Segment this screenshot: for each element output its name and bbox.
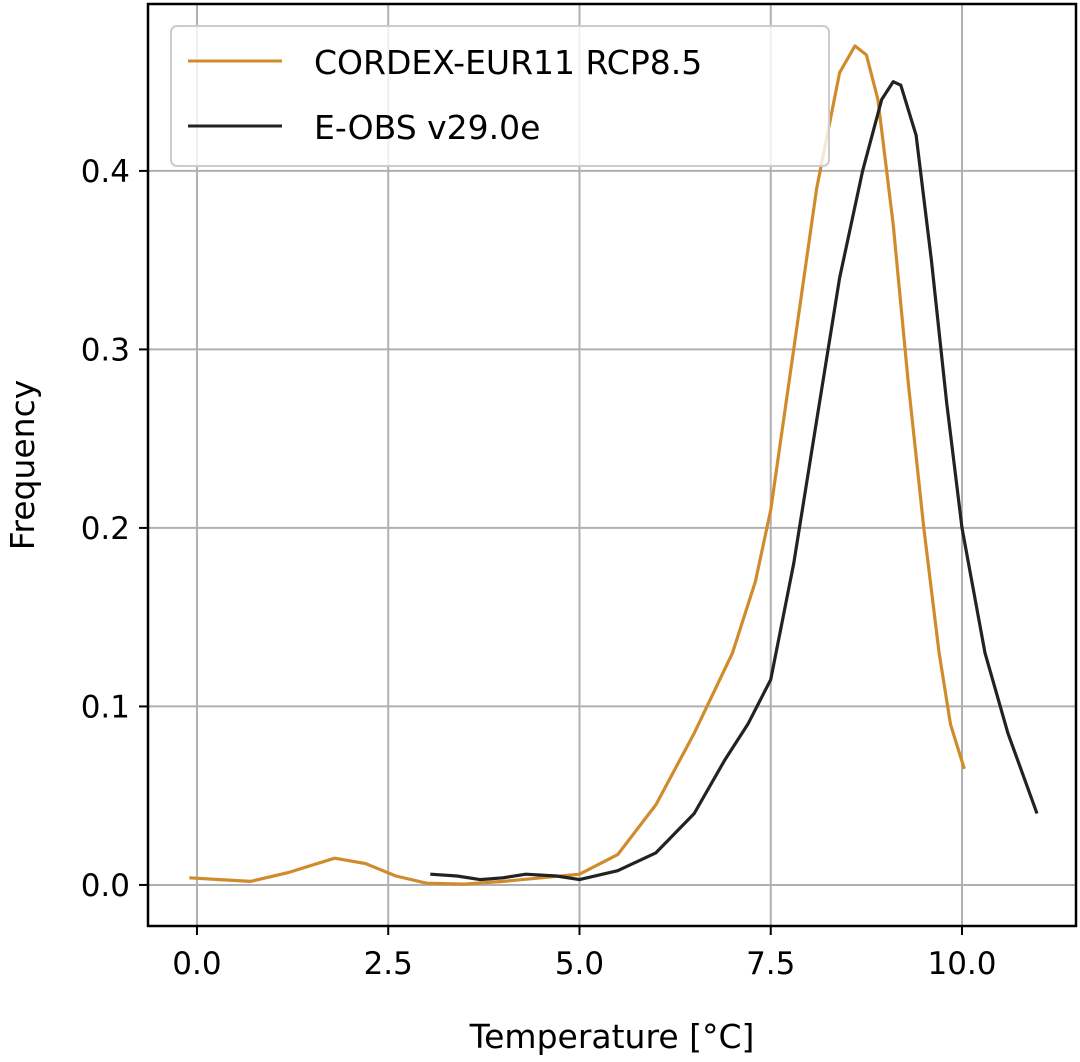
- series-line-eobs: [430, 80, 1039, 882]
- series-lines: [189, 44, 1039, 886]
- y-tick-label: 0.0: [81, 868, 130, 904]
- y-tick-label: 0.1: [81, 689, 130, 725]
- y-tick-label: 0.3: [81, 332, 130, 368]
- x-tick-label: 5.0: [555, 946, 604, 982]
- y-axis-label: Frequency: [3, 380, 42, 550]
- series-line-cordex: [189, 44, 966, 886]
- x-tick-label: 7.5: [746, 946, 795, 982]
- y-tick-label: 0.4: [81, 154, 130, 190]
- y-tick-label: 0.2: [81, 511, 130, 547]
- ticks: 0.0 2.5 5.0 7.5 10.0 0.0 0.1 0.2 0.3 0.4: [81, 154, 997, 982]
- x-tick-label: 10.0: [927, 946, 996, 982]
- legend-box: [170, 25, 830, 167]
- legend: CORDEX-EUR11 RCP8.5 E-OBS v29.0e: [170, 25, 830, 167]
- x-tick-label: 0.0: [172, 946, 221, 982]
- legend-label-cordex: CORDEX-EUR11 RCP8.5: [314, 43, 702, 82]
- legend-label-eobs: E-OBS v29.0e: [314, 108, 540, 147]
- plot-frame: [146, 2, 1078, 928]
- x-tick-label: 2.5: [364, 946, 413, 982]
- x-axis-label: Temperature [°C]: [469, 1017, 755, 1056]
